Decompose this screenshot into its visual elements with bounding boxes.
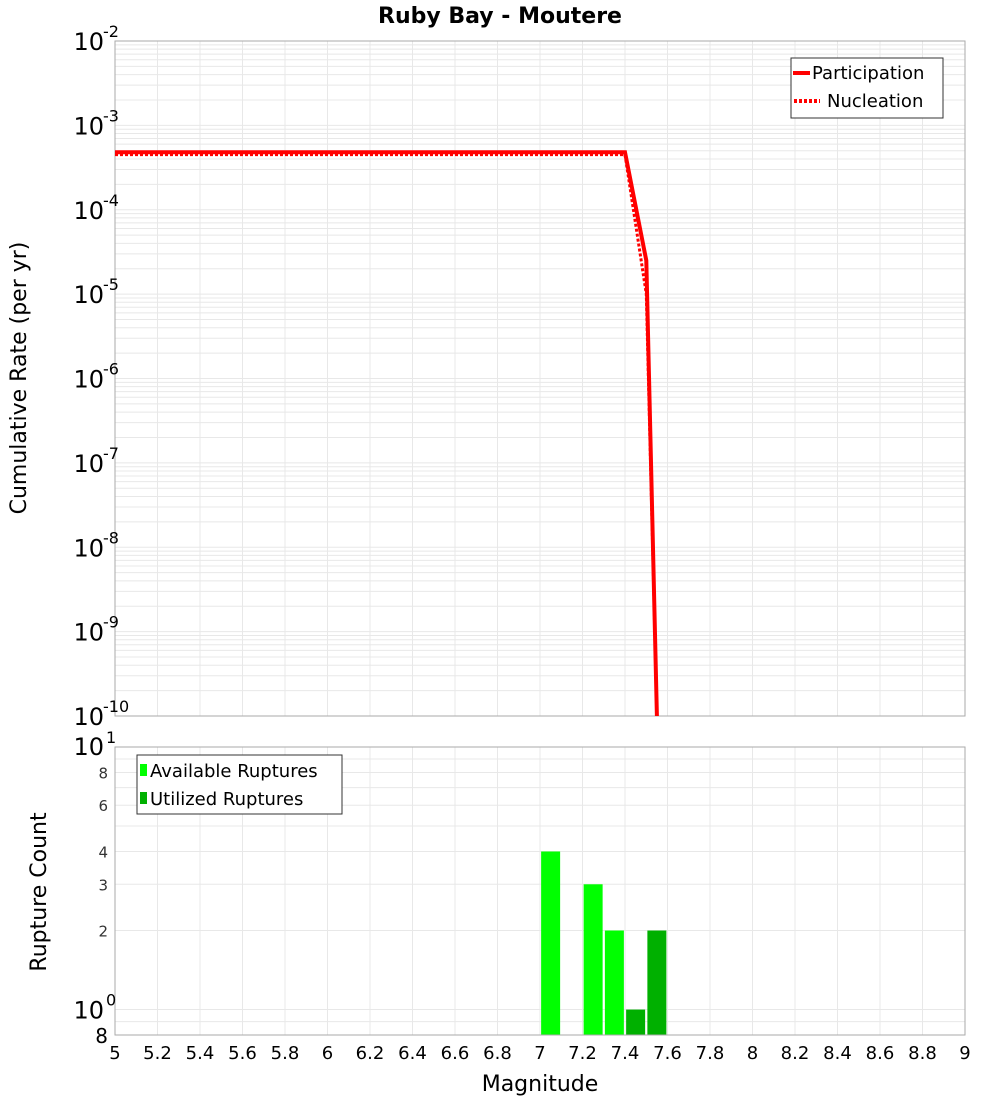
svg-text:-3: -3 <box>103 106 119 125</box>
x-axis-label: Magnitude <box>482 1072 599 1097</box>
top-y-axis-label: Cumulative Rate (per yr) <box>7 242 32 515</box>
bottom-y-axis-label: Rupture Count <box>27 812 52 972</box>
svg-text:-2: -2 <box>103 22 119 41</box>
svg-text:4: 4 <box>98 843 108 861</box>
svg-text:10: 10 <box>73 733 104 761</box>
svg-text:7.4: 7.4 <box>611 1043 640 1064</box>
utilized-legend-swatch <box>140 792 147 804</box>
legend-nucleation: Nucleation <box>827 91 923 112</box>
svg-text:8.8: 8.8 <box>908 1043 937 1064</box>
top-y-axis-ticks: 10-210-310-410-510-610-710-810-910-10 <box>73 22 129 731</box>
svg-text:-9: -9 <box>103 613 119 632</box>
x-axis-ticks: 5 5.2 5.4 5.6 5.8 6 6.2 6.4 6.6 6.8 7 7.2 7.4 7.6 7.8 8… <box>109 1043 970 1064</box>
svg-text:3: 3 <box>98 876 108 894</box>
svg-text:-6: -6 <box>103 360 119 379</box>
svg-text:5.6: 5.6 <box>228 1043 257 1064</box>
chart-title: Ruby Bay - Moutere <box>378 4 622 29</box>
top-plot-grid <box>114 41 966 717</box>
svg-text:8.2: 8.2 <box>781 1043 810 1064</box>
svg-text:10: 10 <box>73 366 104 394</box>
svg-text:5: 5 <box>109 1043 120 1064</box>
svg-text:6: 6 <box>98 797 108 815</box>
svg-text:9: 9 <box>959 1043 970 1064</box>
svg-text:10: 10 <box>73 534 104 562</box>
available-legend-swatch <box>140 764 147 776</box>
svg-text:10: 10 <box>73 619 104 647</box>
legend-available: Available Ruptures <box>150 761 318 782</box>
svg-text:10: 10 <box>73 703 104 731</box>
svg-text:7.2: 7.2 <box>568 1043 597 1064</box>
svg-text:10: 10 <box>73 112 104 140</box>
svg-text:5.2: 5.2 <box>143 1043 172 1064</box>
svg-text:7.6: 7.6 <box>653 1043 682 1064</box>
svg-text:-10: -10 <box>103 697 129 716</box>
svg-text:10: 10 <box>73 281 104 309</box>
svg-text:6.2: 6.2 <box>356 1043 385 1064</box>
legend-utilized: Utilized Ruptures <box>150 789 303 810</box>
svg-text:0: 0 <box>106 991 116 1010</box>
top-plot-frame <box>114 40 966 717</box>
svg-text:10: 10 <box>73 997 104 1025</box>
svg-text:-8: -8 <box>103 528 119 547</box>
svg-text:2: 2 <box>98 923 108 941</box>
svg-text:6.4: 6.4 <box>398 1043 427 1064</box>
svg-text:5.8: 5.8 <box>271 1043 300 1064</box>
bottom-legend: Available Ruptures Utilized Ruptures <box>136 754 343 815</box>
svg-text:-7: -7 <box>103 444 119 463</box>
svg-text:6: 6 <box>322 1043 333 1064</box>
svg-text:8.4: 8.4 <box>823 1043 852 1064</box>
svg-text:-5: -5 <box>103 275 119 294</box>
svg-text:5.4: 5.4 <box>186 1043 215 1064</box>
svg-text:6.6: 6.6 <box>441 1043 470 1064</box>
svg-text:7: 7 <box>534 1043 545 1064</box>
svg-text:7.8: 7.8 <box>696 1043 725 1064</box>
legend-participation: Participation <box>812 63 924 84</box>
svg-text:6.8: 6.8 <box>483 1043 512 1064</box>
bottom-plot-frame <box>114 746 966 1036</box>
svg-text:1: 1 <box>106 728 116 747</box>
svg-text:8: 8 <box>747 1043 758 1064</box>
svg-text:-4: -4 <box>103 191 119 210</box>
svg-text:10: 10 <box>73 28 104 56</box>
svg-text:10: 10 <box>73 450 104 478</box>
svg-text:10: 10 <box>73 197 104 225</box>
svg-text:8.6: 8.6 <box>866 1043 895 1064</box>
svg-text:8: 8 <box>98 764 108 782</box>
top-legend: Participation Nucleation <box>790 57 944 119</box>
top-plot-lines <box>115 150 659 717</box>
bottom-plot-bars <box>541 851 667 1035</box>
svg-text:8: 8 <box>95 1024 108 1048</box>
